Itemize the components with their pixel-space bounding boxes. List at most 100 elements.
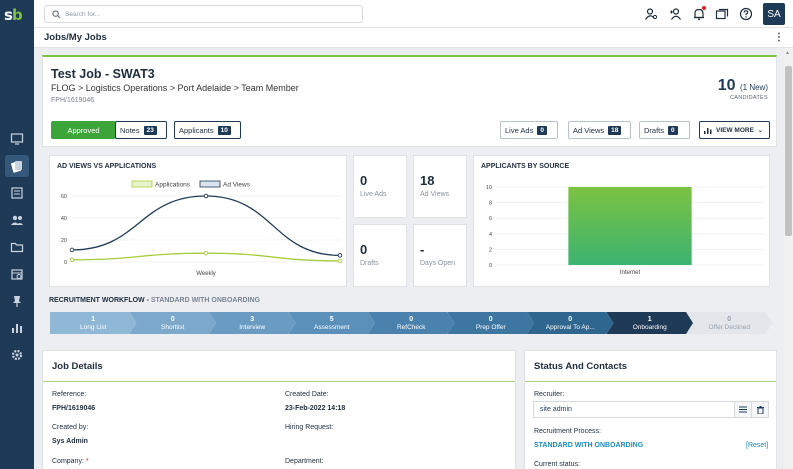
search-box[interactable] — [44, 5, 363, 23]
panel-divider — [525, 381, 776, 382]
workflow-step-label: RefCheck — [396, 323, 426, 331]
app-logo[interactable]: sb — [4, 6, 23, 24]
reports-icon[interactable] — [5, 317, 29, 339]
live-ads-count: 0 — [537, 125, 547, 135]
calendar-clock-icon[interactable] — [5, 263, 29, 285]
workflow-pipeline: 1 Long List 0 Shortlist 3 Interview 5 Assessmen… — [50, 312, 750, 334]
ad-views-chart-card: AD VIEWS VS APPLICATIONS 0 20 40 60 Weekly Ap… — [49, 155, 347, 287]
settings-icon[interactable] — [5, 344, 29, 366]
workflow-step-label: Interview — [239, 323, 266, 331]
folder-icon[interactable] — [5, 236, 29, 258]
workflow-step[interactable]: 0 Offer Declined — [686, 312, 773, 334]
y-tick-label: 40 — [61, 216, 67, 222]
job-details-panel: Job Details Reference: FPH/1619046 Creat… — [42, 350, 516, 469]
recruiter-field[interactable]: site admin — [533, 401, 769, 418]
ad-views-button[interactable]: Ad Views 18 — [568, 121, 631, 139]
bar — [568, 187, 692, 265]
job-title: Test Job - SWAT3 — [51, 67, 155, 81]
workflow-label: RECRUITMENT WORKFLOW - STANDARD WITH ONB… — [49, 297, 260, 304]
breadcrumb-bar: Jobs/My Jobs ⋮ — [34, 28, 793, 48]
view-more-label: VIEW MORE — [716, 126, 754, 134]
user-avatar[interactable]: SA — [763, 3, 785, 25]
legend-swatch — [199, 180, 221, 188]
more-options-icon[interactable]: ⋮ — [774, 32, 784, 43]
chevron-down-icon: ⌄ — [757, 127, 763, 134]
stat-days-open[interactable]: - Days Open — [413, 224, 467, 287]
recruitment-process-label: Recruitment Process: — [534, 428, 601, 435]
company-label-text: Company: — [52, 458, 84, 465]
drafts-button[interactable]: Drafts 0 — [639, 121, 690, 139]
created-by-value: Sys Admin — [52, 438, 88, 445]
recruiter-value: site admin — [540, 406, 572, 413]
bar-chart-icon — [704, 127, 712, 134]
workflow-step-count: 5 — [329, 315, 334, 323]
workflow-step-label: Offer Declined — [708, 323, 750, 331]
live-ads-button[interactable]: Live Ads 0 — [500, 121, 558, 139]
notes-button[interactable]: Notes 23 — [115, 121, 167, 139]
applicants-button[interactable]: Applicants 10 — [174, 121, 241, 139]
page-scrollbar[interactable]: ▲ — [784, 48, 793, 469]
pin-icon[interactable] — [5, 290, 29, 312]
search-input[interactable] — [65, 8, 355, 21]
required-marker: * — [85, 458, 89, 465]
drafts-count: 0 — [668, 125, 678, 135]
hiring-request-label: Hiring Request: — [285, 424, 334, 431]
notes-label: Notes — [120, 125, 140, 135]
candidates-new[interactable]: (1 New) — [739, 83, 768, 92]
workflow-step[interactable]: 0 Prep Offer — [448, 312, 535, 334]
recruiter-list-icon[interactable] — [734, 402, 751, 417]
workflow-step[interactable]: 3 Interview — [209, 312, 296, 334]
jobs-icon[interactable] — [5, 155, 29, 177]
workflow-step-label: Approval To Ap... — [545, 323, 595, 331]
y-tick-label: 6 — [489, 216, 492, 222]
recruitment-process-link[interactable]: STANDARD WITH ONBOARDING — [534, 442, 644, 449]
stat-ad-views[interactable]: 18 Ad Views — [413, 155, 467, 218]
help-icon[interactable] — [739, 7, 753, 21]
stat-drafts-value: 0 — [360, 242, 368, 257]
status-contacts-title: Status And Contacts — [534, 361, 628, 372]
status-approved-button[interactable]: Approved — [51, 121, 116, 139]
panel-divider — [43, 381, 515, 382]
data-point — [337, 253, 343, 258]
windows-icon[interactable] — [715, 7, 729, 21]
job-path: FLOG > Logistics Operations > Port Adela… — [51, 83, 299, 93]
user-search-icon[interactable] — [644, 7, 658, 21]
dashboard-icon[interactable] — [5, 128, 29, 150]
candidates-count[interactable]: 10 (1 New) — [718, 77, 768, 95]
news-icon[interactable] — [5, 182, 29, 204]
add-user-icon[interactable] — [669, 7, 683, 21]
scroll-up-icon[interactable]: ▲ — [785, 50, 790, 56]
search-icon — [52, 10, 61, 19]
candidates-icon[interactable] — [5, 209, 29, 231]
stat-live-ads-label: Live Ads — [360, 191, 387, 198]
legend-label: Ad Views — [223, 182, 251, 189]
breadcrumb: Jobs/My Jobs — [44, 32, 107, 43]
workflow-step[interactable]: 1 Onboarding — [607, 312, 694, 334]
bell-icon[interactable] — [692, 6, 706, 21]
candidates-number[interactable]: 10 — [717, 77, 736, 94]
workflow-step[interactable]: 0 Approval To Ap... — [527, 312, 614, 334]
data-point — [69, 257, 75, 263]
created-date-value: 23-Feb-2022 14:18 — [285, 405, 346, 412]
workflow-step-label: Long List — [80, 323, 107, 331]
view-more-button[interactable]: VIEW MORE ⌄ — [699, 121, 770, 139]
data-point — [203, 193, 209, 199]
applicants-count: 10 — [217, 125, 231, 135]
applicants-source-chart-card: APPLICANTS BY SOURCE 0 2 4 6 8 10 Internet — [473, 155, 770, 287]
workflow-step[interactable]: 0 RefCheck — [368, 312, 455, 334]
stat-drafts[interactable]: 0 Drafts — [353, 224, 407, 287]
workflow-step-count: 0 — [170, 315, 175, 323]
workflow-step[interactable]: 0 Shortlist — [130, 312, 217, 334]
workflow-step[interactable]: 1 Long List — [50, 312, 137, 334]
live-ads-label: Live Ads — [505, 125, 534, 135]
workflow-step-label: Assessment — [314, 323, 350, 331]
legend-label: Applications — [155, 182, 191, 189]
y-tick-label: 0 — [489, 263, 492, 269]
ad-views-count: 18 — [608, 125, 622, 135]
stat-live-ads[interactable]: 0 Live Ads — [353, 155, 407, 218]
stat-days-open-value: - — [420, 242, 425, 257]
scrollbar-thumb[interactable] — [785, 66, 792, 236]
recruiter-delete-icon[interactable] — [751, 402, 768, 417]
reset-process-link[interactable]: [Reset] — [746, 442, 769, 449]
workflow-step[interactable]: 5 Assessment — [289, 312, 376, 334]
